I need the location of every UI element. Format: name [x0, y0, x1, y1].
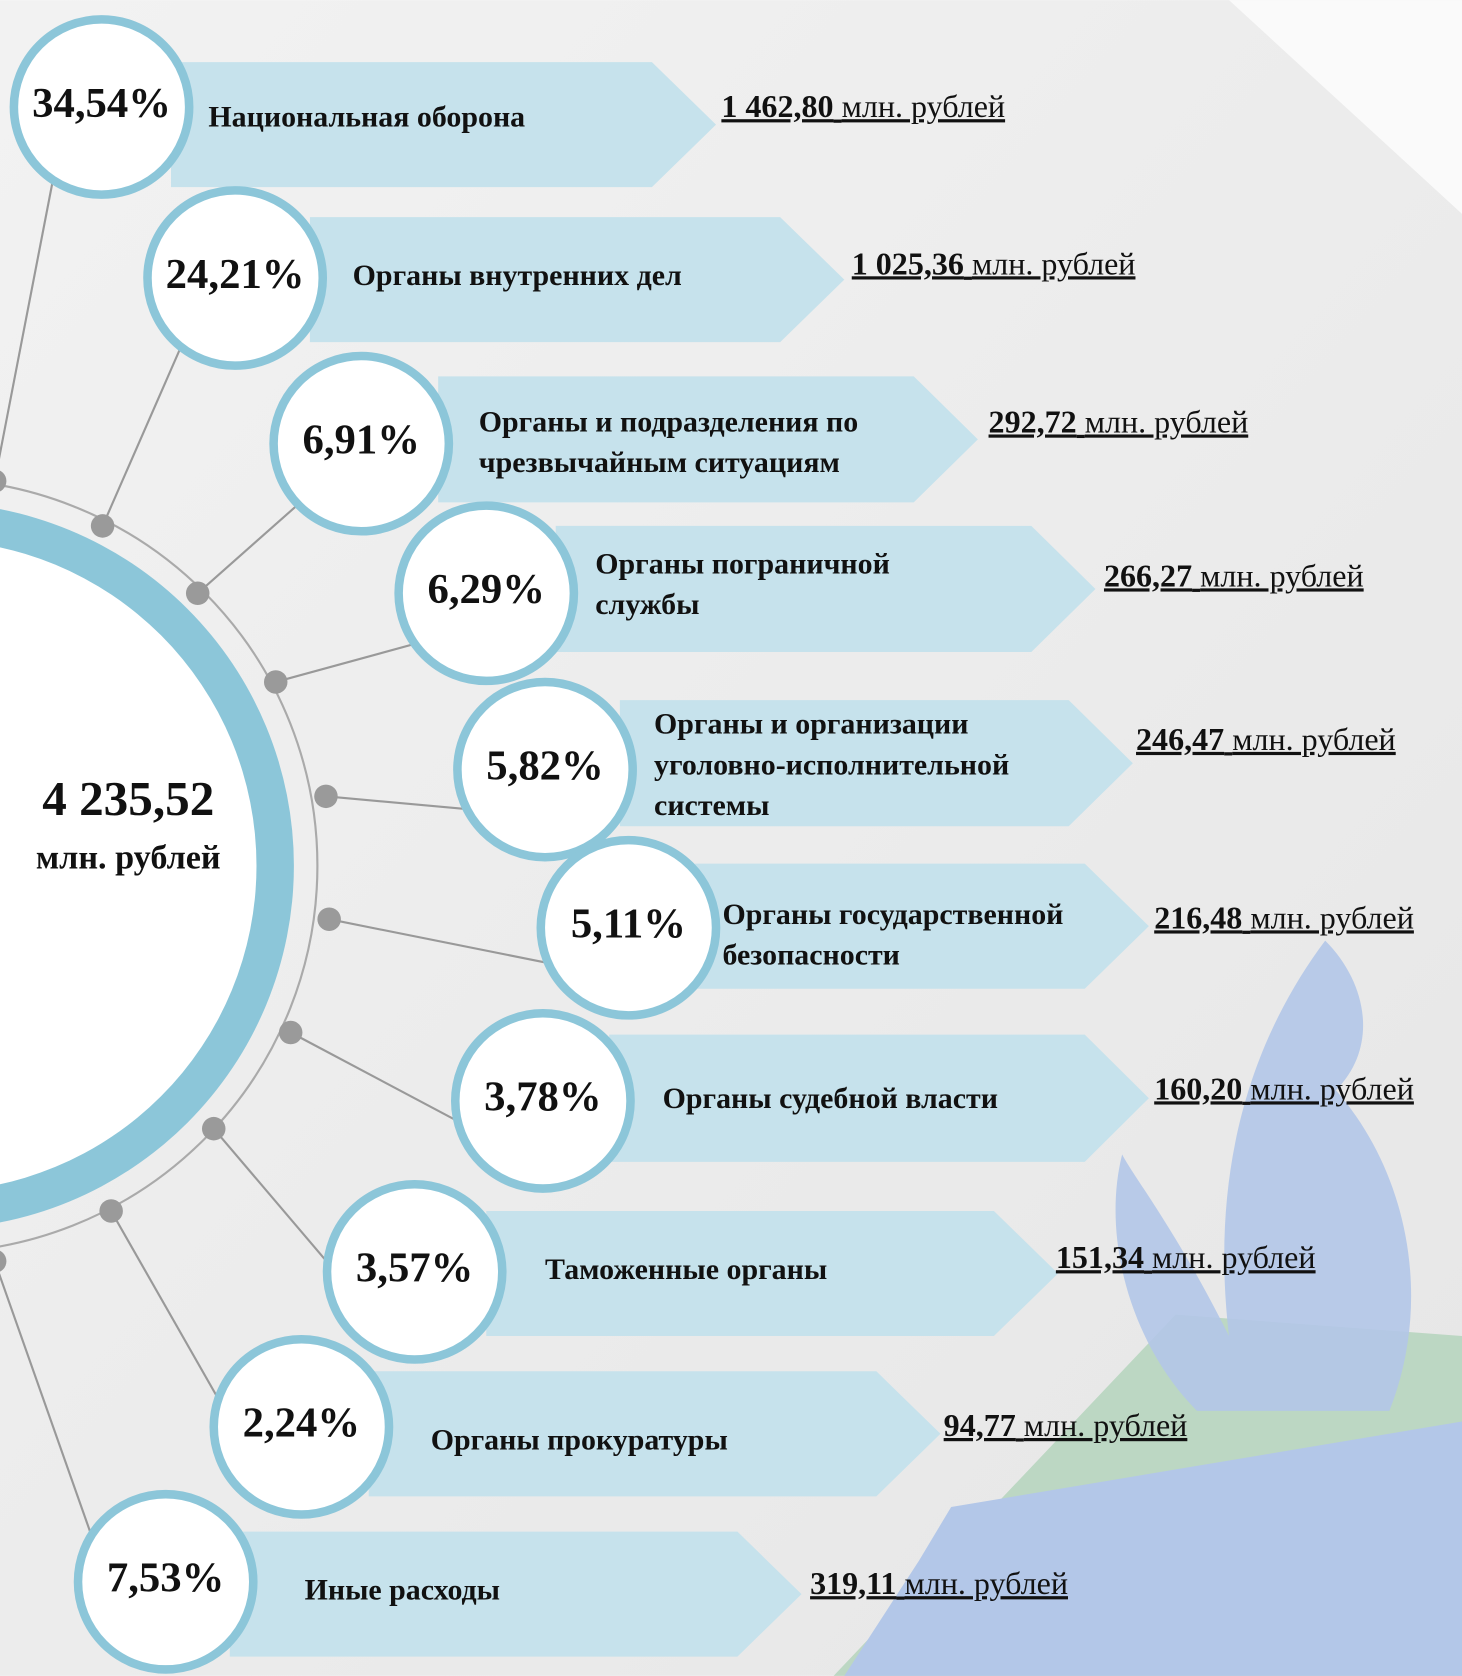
label: безопасности: [722, 939, 899, 972]
dot: [0, 470, 7, 492]
amount: 151,34: [1056, 1240, 1144, 1276]
banner: [619, 700, 1133, 827]
label: Органы пограничной: [595, 547, 890, 580]
amount: 1 025,36: [852, 246, 964, 282]
percent-circle: [143, 186, 328, 370]
connector: [328, 918, 586, 972]
amount-text: 94,77 млн. рублей: [944, 1407, 1188, 1443]
percent: 7,53%: [107, 1555, 225, 1602]
banner: [438, 376, 978, 503]
banner: [368, 1371, 941, 1497]
percent-circle: [209, 1334, 394, 1519]
percent-circle: [536, 835, 721, 1020]
percent-circle: [450, 1008, 635, 1193]
label: Органы прокуратуры: [431, 1424, 728, 1457]
dot: [263, 670, 288, 694]
unit: млн. рублей: [1152, 1240, 1316, 1276]
label: Органы и организации: [654, 708, 968, 741]
percent: 3,78%: [484, 1074, 602, 1121]
label: Органы и подразделения по: [479, 405, 858, 438]
unit: млн. рублей: [842, 89, 1006, 125]
banner: [694, 863, 1149, 989]
dot: [0, 1250, 7, 1272]
dot: [90, 514, 115, 538]
percent-circle: [269, 351, 454, 536]
unit: млн. рублей: [1200, 558, 1364, 594]
percent: 6,29%: [427, 566, 545, 613]
percent: 5,82%: [486, 742, 604, 789]
label: Национальная оборона: [208, 101, 525, 134]
percent-circle: [9, 15, 194, 199]
banner: [309, 217, 845, 343]
star-shape: [844, 1421, 1462, 1676]
total-circle: [0, 547, 257, 1185]
percent-circle: [73, 1489, 258, 1674]
label: Органы государственной: [722, 898, 1063, 931]
dot: [99, 1199, 123, 1223]
bg-shape: [1229, 0, 1462, 214]
unit: млн. рублей: [1024, 1407, 1188, 1443]
percent: 3,57%: [356, 1245, 474, 1292]
banner: [229, 1531, 802, 1657]
percent: 2,24%: [243, 1400, 361, 1447]
amount: 94,77: [944, 1407, 1016, 1443]
flame: [1115, 940, 1412, 1411]
amount-text: 216,48 млн. рублей: [1154, 900, 1414, 936]
orbit: [0, 484, 319, 1248]
banner: [170, 62, 717, 188]
percent-circle: [322, 1179, 507, 1364]
unit: млн. рублей: [1232, 721, 1396, 757]
unit: млн. рублей: [904, 1566, 1068, 1602]
amount: 1 462,80: [721, 89, 833, 125]
amount-text: 246,47 млн. рублей: [1136, 721, 1396, 757]
connector: [101, 320, 194, 527]
percent: 34,54%: [32, 80, 171, 127]
dot: [317, 907, 341, 931]
connector: [0, 149, 60, 460]
amount-text: 1 025,36 млн. рублей: [852, 246, 1136, 282]
label: чрезвычайным ситуациям: [479, 446, 840, 479]
percent-circle: [453, 677, 637, 862]
banner: [486, 1210, 1059, 1337]
banner: [555, 525, 1096, 653]
label: Таможенные органы: [545, 1253, 827, 1286]
unit: млн. рублей: [972, 246, 1136, 282]
amount: 160,20: [1154, 1071, 1242, 1107]
unit: млн. рублей: [1250, 1071, 1414, 1107]
dot: [201, 1116, 226, 1141]
amount: 246,47: [1136, 721, 1224, 757]
unit: млн. рублей: [1250, 900, 1414, 936]
label: уголовно-исполнительной: [654, 748, 1009, 781]
percent: 5,11%: [571, 901, 686, 948]
amount: 292,72: [989, 404, 1077, 440]
label: Органы судебной власти: [663, 1082, 998, 1115]
dot: [185, 581, 210, 606]
amount: 319,11: [810, 1566, 896, 1602]
amount: 266,27: [1104, 558, 1192, 594]
total-unit: млн. рублей: [36, 839, 221, 876]
dot: [314, 784, 338, 809]
label: Органы внутренних дел: [353, 259, 682, 292]
amount: 216,48: [1154, 900, 1242, 936]
banner: [609, 1034, 1149, 1162]
label: системы: [654, 789, 769, 822]
amount-text: 1 462,80 млн. рублей: [721, 89, 1005, 125]
amount-text: 292,72 млн. рублей: [989, 404, 1249, 440]
percent-circle: [394, 501, 579, 686]
dot: [278, 1020, 303, 1045]
amount-text: 160,20 млн. рублей: [1154, 1071, 1414, 1107]
unit: млн. рублей: [1085, 404, 1249, 440]
percent: 24,21%: [166, 251, 305, 298]
amount-text: 151,34 млн. рублей: [1056, 1240, 1316, 1276]
amount-text: 319,11 млн. рублей: [810, 1566, 1068, 1602]
percent: 6,91%: [302, 416, 420, 463]
total-value: 4 235,52: [42, 771, 214, 826]
label: Иные расходы: [305, 1573, 500, 1606]
amount-text: 266,27 млн. рублей: [1104, 558, 1364, 594]
label: службы: [595, 588, 699, 621]
